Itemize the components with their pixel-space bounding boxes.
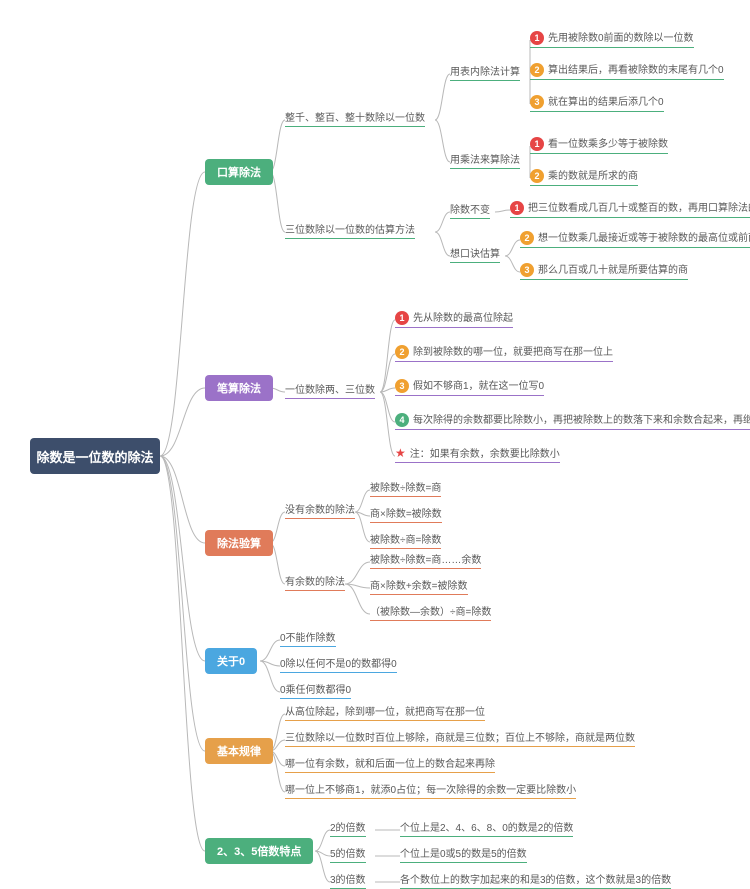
category-c4: 关于0 (205, 648, 257, 674)
c3-sub1-item: 被除数÷除数=商 (370, 479, 441, 497)
c3-sub2-item: （被除数—余数）÷商=除数 (370, 603, 491, 621)
c6-val: 各个数位上的数字加起来的和是3的倍数，这个数就是3的倍数 (400, 871, 671, 889)
c1-sub1a-item: 1先用被除数0前面的数除以一位数 (530, 29, 694, 48)
c1-sub1a-item: 3就在算出的结果后添几个0 (530, 93, 664, 112)
c3-sub1-item: 被除数÷商=除数 (370, 531, 441, 549)
c1-sub1: 整千、整百、整十数除以一位数 (285, 109, 425, 127)
c5-item: 从高位除起，除到哪一位，就把商写在那一位 (285, 703, 485, 721)
c1-sub2b: 想口诀估算 (450, 245, 500, 263)
c1-sub1b: 用乘法来算除法 (450, 151, 520, 169)
c3-sub2-item: 被除数÷除数=商……余数 (370, 551, 481, 569)
c6-val: 个位上是0或5的数是5的倍数 (400, 845, 527, 863)
c2-sub: 一位数除两、三位数 (285, 381, 375, 399)
c6-val: 个位上是2、4、6、8、0的数是2的倍数 (400, 819, 573, 837)
category-c1: 口算除法 (205, 159, 273, 185)
c1-sub2b-item: 2想一位数乘几最接近或等于被除数的最高位或前两位 (520, 229, 750, 248)
category-c5: 基本规律 (205, 738, 273, 764)
c5-item: 三位数除以一位数时百位上够除，商就是三位数；百位上不够除，商就是两位数 (285, 729, 635, 747)
category-c2: 笔算除法 (205, 375, 273, 401)
c1-sub1b-item: 2乘的数就是所求的商 (530, 167, 638, 186)
c1-sub2b-item: 3那么几百或几十就是所要估算的商 (520, 261, 688, 280)
c4-item: 0乘任何数都得0 (280, 681, 351, 699)
c6-key: 2的倍数 (330, 819, 366, 837)
c2-item: 1先从除数的最高位除起 (395, 309, 513, 328)
c2-item: 3假如不够商1，就在这一位写0 (395, 377, 544, 396)
category-c3: 除法验算 (205, 530, 273, 556)
c5-item: 哪一位有余数，就和后面一位上的数合起来再除 (285, 755, 495, 773)
c3-sub1-item: 商×除数=被除数 (370, 505, 442, 523)
c4-item: 0不能作除数 (280, 629, 336, 647)
c5-item: 哪一位上不够商1，就添0占位；每一次除得的余数一定要比除数小 (285, 781, 576, 799)
c1-sub1a-item: 2算出结果后，再看被除数的末尾有几个0 (530, 61, 724, 80)
c6-key: 5的倍数 (330, 845, 366, 863)
c1-sub2: 三位数除以一位数的估算方法 (285, 221, 415, 239)
c3-sub2: 有余数的除法 (285, 573, 345, 591)
c4-item: 0除以任何不是0的数都得0 (280, 655, 397, 673)
c2-item: 2除到被除数的哪一位，就要把商写在那一位上 (395, 343, 613, 362)
category-c6: 2、3、5倍数特点 (205, 838, 313, 864)
c1-sub2a-item: 1把三位数看成几百几十或整百的数，再用口算除法的基本方法计算 (510, 199, 750, 218)
c2-item: 4每次除得的余数都要比除数小，再把被除数上的数落下来和余数合起来，再继续除 (395, 411, 750, 430)
c1-sub1b-item: 1看一位数乘多少等于被除数 (530, 135, 668, 154)
c3-sub1: 没有余数的除法 (285, 501, 355, 519)
c3-sub2-item: 商×除数+余数=被除数 (370, 577, 468, 595)
c1-sub1a: 用表内除法计算 (450, 63, 520, 81)
root-node: 除数是一位数的除法 (30, 438, 160, 474)
c2-note: ★注：如果有余数，余数要比除数小 (395, 445, 560, 463)
c6-key: 3的倍数 (330, 871, 366, 889)
c1-sub2a: 除数不变 (450, 201, 490, 219)
